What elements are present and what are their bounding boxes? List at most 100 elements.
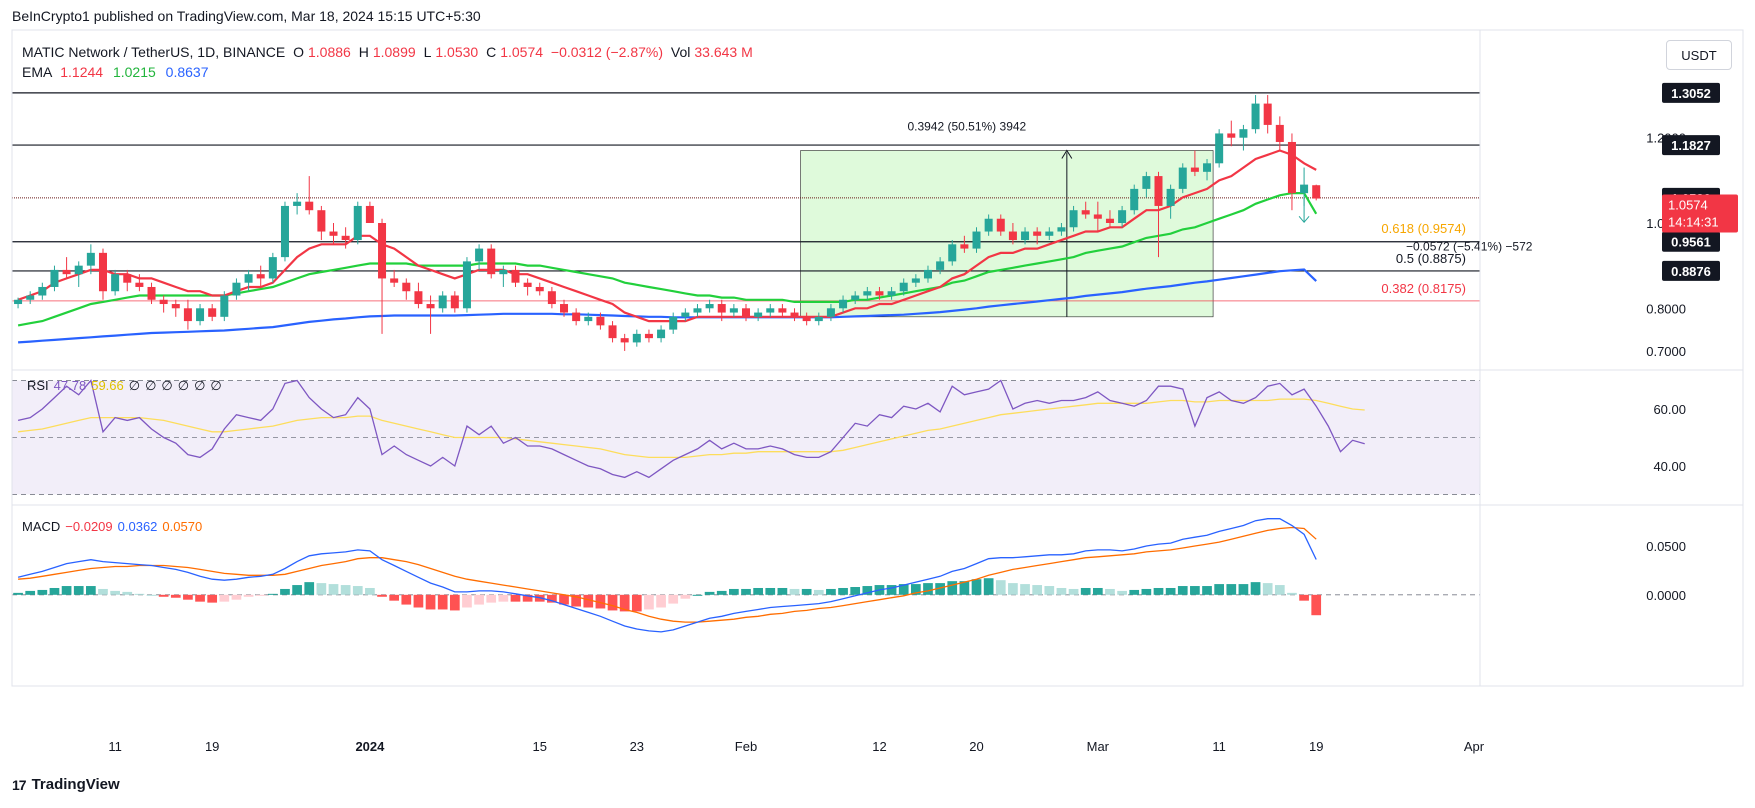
candle-body [802,316,811,322]
candle [596,312,605,330]
macd-histogram-bar [1177,586,1188,595]
candle [438,291,447,313]
candle-body [305,201,314,211]
candle [1166,184,1175,219]
candle [996,214,1005,236]
candle-body [523,282,532,287]
candle [14,297,23,309]
macd-histogram-bar [1080,587,1091,595]
time-tick-label: 15 [533,739,547,754]
open-value: 1.0886 [308,44,351,60]
macd-histogram-bar [583,594,594,608]
candle [1263,95,1272,134]
macd-histogram-bar [243,594,254,597]
candle [839,295,848,313]
macd-histogram-bar [729,588,739,595]
candle-body [123,274,132,283]
candle [741,304,751,322]
macd-histogram-bar [680,594,691,599]
currency-button[interactable]: USDT [1666,40,1732,70]
macd-histogram-bar [1262,583,1273,595]
level-badge-bg [1662,82,1720,103]
level-price-badge: 0.9561 [1662,231,1720,252]
level-price-badge: 1.3052 [1662,82,1720,103]
candle [851,291,860,305]
candle-body [86,252,95,266]
candle-body [826,308,835,317]
candle-body [608,325,617,339]
tradingview-logo-icon: 17 [12,776,27,793]
candle-body [232,282,241,296]
macd-histogram-bar [134,593,145,595]
rsi-placeholder: ∅ [178,378,189,393]
macd-histogram-bar [1056,587,1067,595]
candle [1045,227,1054,241]
candle-body [948,244,957,262]
macd-histogram-bar [49,587,60,595]
candle [111,269,120,296]
candle-body [511,269,520,283]
candle [147,282,156,305]
macd-histogram-bar [231,594,242,600]
macd-histogram-bar [619,594,630,612]
candle-body [620,338,629,343]
macd-histogram-bar [37,589,48,595]
candle-body [293,201,302,206]
tradingview-logo[interactable]: 17 TradingView [12,776,120,793]
candle [232,278,241,300]
candle [62,257,71,279]
macd-histogram-bar [61,586,72,595]
candle-body [171,304,180,309]
candle [1215,129,1224,168]
level-badge-text: 0.9561 [1671,235,1711,250]
macd-histogram-bar [692,594,703,596]
candle [1203,159,1212,181]
macd-histogram-bar [1129,589,1140,595]
candle-body [632,333,641,343]
candle-body [1021,231,1030,241]
macd-histogram-bar [862,586,873,595]
macd-histogram-bar [13,592,23,595]
macd-histogram-bar [753,587,763,595]
candle-body [960,244,969,249]
candle-body [1033,231,1042,236]
macd-histogram-bar [389,594,400,601]
candle [657,325,666,343]
candle [911,274,920,287]
candle [1251,95,1260,134]
candle-body [584,316,593,322]
macd-histogram-bar [826,588,836,595]
countdown-timer: 14:14:31 [1668,215,1719,230]
candle-body [1239,129,1248,138]
macd-histogram-bar [656,594,666,608]
macd-histogram-bar [910,584,921,595]
candle-body [475,248,484,262]
macd-histogram-bar [207,594,218,603]
candle [1154,171,1163,258]
measure-down-arrow [1298,215,1310,224]
candle-body [911,278,920,283]
time-tick-label: 23 [630,739,644,754]
macd-histogram-bar [559,594,569,605]
candle-body [487,248,496,275]
macd-histogram-bar [704,591,715,595]
measure-down-label: −0.0572 (−5.41%) −572 [1406,240,1533,254]
candle [196,304,205,326]
candle [329,223,338,245]
candle [378,218,387,334]
candle [208,304,217,322]
close-label: C [486,44,497,60]
rsi-value: 47.78 [54,378,87,393]
candle [814,312,823,326]
candle-body [899,282,908,292]
candle-body [875,291,884,296]
rsi-tick-label: 60.00 [1653,402,1686,417]
candle [669,312,678,334]
macd-histogram-bar [158,594,169,597]
candle-body [1130,188,1139,211]
candle [1033,227,1042,245]
time-tick-label: Feb [735,739,757,754]
macd-histogram-bar [316,583,327,595]
candle-body [1287,141,1296,194]
